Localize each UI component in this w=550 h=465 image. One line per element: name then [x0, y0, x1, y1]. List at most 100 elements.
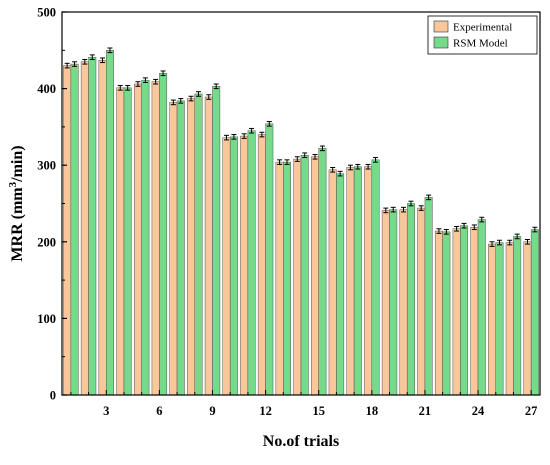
error-bar-experimental-22 — [436, 228, 442, 234]
bar-experimental-20 — [399, 209, 408, 396]
bar-rsm-model-26 — [513, 236, 522, 396]
error-bar-rsm-model-23 — [461, 222, 467, 229]
bar-experimental-21 — [417, 207, 426, 396]
bar-rsm-model-13 — [283, 161, 291, 396]
bar-experimental-2 — [80, 61, 89, 396]
error-bar-rsm-model-17 — [355, 163, 361, 170]
bar-rsm-model-3 — [106, 50, 114, 396]
bar-rsm-model-24 — [477, 219, 486, 396]
error-bar-experimental-25 — [489, 241, 495, 247]
bar-rsm-model-20 — [406, 203, 415, 396]
bar-experimental-16 — [328, 169, 337, 396]
y-tick-label: 400 — [37, 82, 56, 96]
y-tick-label: 200 — [37, 235, 56, 249]
error-bar-rsm-model-2 — [89, 54, 95, 60]
error-bar-experimental-23 — [454, 225, 460, 232]
error-bar-experimental-1 — [64, 62, 70, 69]
error-bar-rsm-model-5 — [142, 77, 148, 83]
error-bar-rsm-model-21 — [426, 194, 432, 201]
error-bar-experimental-27 — [524, 239, 530, 245]
bar-experimental-4 — [116, 87, 125, 396]
x-tick-label: 12 — [259, 404, 272, 418]
x-tick-label: 18 — [366, 404, 379, 418]
bar-experimental-1 — [63, 65, 72, 396]
legend: Experimental RSM Model — [427, 15, 538, 55]
error-bar-rsm-model-26 — [514, 233, 520, 240]
y-axis-title-tail: /min) — [9, 145, 26, 182]
bar-rsm-model-12 — [265, 123, 274, 396]
bar-experimental-27 — [523, 241, 532, 396]
bar-experimental-11 — [240, 135, 249, 396]
x-tick-label: 27 — [525, 404, 538, 418]
y-axis-title-sup: 3 — [7, 181, 19, 187]
error-bar-rsm-model-18 — [373, 157, 379, 163]
y-tick-label: 0 — [50, 389, 56, 403]
x-tick-label: 6 — [156, 404, 162, 418]
error-bar-rsm-model-6 — [160, 70, 166, 77]
error-bars-layer — [64, 47, 538, 247]
bar-experimental-26 — [505, 242, 514, 396]
error-bar-experimental-13 — [277, 159, 283, 165]
bar-experimental-8 — [187, 98, 196, 396]
bar-rsm-model-15 — [318, 148, 327, 396]
error-bar-experimental-12 — [259, 131, 265, 138]
bar-experimental-12 — [257, 134, 266, 396]
legend-swatch-experimental — [433, 20, 449, 33]
error-bar-experimental-26 — [507, 239, 513, 246]
legend-swatch-rsm-model — [433, 36, 449, 49]
error-bar-experimental-18 — [365, 163, 371, 170]
y-axis-title: MRR (mm3/min) — [7, 145, 26, 261]
y-tick-label: 100 — [37, 312, 56, 326]
y-tick-label: 500 — [37, 6, 56, 20]
error-bar-experimental-4 — [117, 85, 123, 91]
bar-experimental-9 — [204, 96, 213, 396]
legend-label-rsm-model: RSM Model — [453, 38, 508, 50]
bar-experimental-5 — [133, 83, 142, 396]
error-bar-experimental-9 — [206, 94, 212, 100]
bar-experimental-14 — [293, 158, 302, 396]
y-axis-title-main: MRR (mm — [9, 187, 26, 262]
y-axis: 0 100 200 300 400 500 — [37, 6, 67, 403]
bar-experimental-19 — [381, 210, 390, 396]
error-bar-experimental-17 — [347, 164, 353, 171]
error-bar-rsm-model-16 — [337, 170, 343, 177]
error-bar-experimental-7 — [170, 99, 176, 106]
error-bar-rsm-model-22 — [443, 229, 449, 235]
bar-experimental-17 — [346, 167, 355, 396]
y-tick-label: 300 — [37, 159, 56, 173]
error-bar-experimental-8 — [188, 95, 194, 102]
bar-experimental-6 — [151, 81, 160, 396]
error-bar-rsm-model-7 — [178, 98, 184, 104]
x-tick-label: 21 — [419, 404, 432, 418]
bar-rsm-model-23 — [460, 225, 469, 396]
error-bar-rsm-model-20 — [408, 200, 414, 207]
bar-rsm-model-11 — [247, 130, 256, 396]
bar-rsm-model-10 — [229, 136, 238, 396]
bar-experimental-25 — [488, 243, 496, 396]
x-axis-title: No.of trials — [263, 433, 339, 450]
bar-rsm-model-18 — [371, 159, 380, 396]
bar-rsm-model-21 — [424, 197, 433, 396]
error-bar-experimental-19 — [383, 207, 389, 214]
bar-experimental-24 — [470, 226, 479, 396]
error-bar-rsm-model-14 — [302, 152, 308, 159]
error-bar-experimental-10 — [223, 134, 229, 141]
error-bar-rsm-model-25 — [496, 239, 502, 246]
error-bar-rsm-model-9 — [213, 83, 219, 90]
x-tick-label: 9 — [209, 404, 215, 418]
error-bar-rsm-model-13 — [284, 159, 290, 165]
bar-rsm-model-17 — [353, 166, 362, 396]
error-bar-rsm-model-8 — [195, 91, 201, 97]
error-bar-experimental-3 — [100, 57, 106, 64]
bar-rsm-model-4 — [123, 87, 132, 396]
bar-rsm-model-16 — [336, 173, 345, 396]
error-bar-rsm-model-1 — [72, 61, 78, 67]
x-tick-label: 3 — [103, 404, 109, 418]
bar-experimental-15 — [311, 156, 319, 396]
error-bar-experimental-16 — [330, 166, 336, 173]
error-bar-rsm-model-11 — [249, 127, 255, 134]
bar-experimental-18 — [364, 166, 373, 396]
x-tick-label: 24 — [472, 404, 485, 418]
error-bar-experimental-2 — [82, 58, 88, 65]
